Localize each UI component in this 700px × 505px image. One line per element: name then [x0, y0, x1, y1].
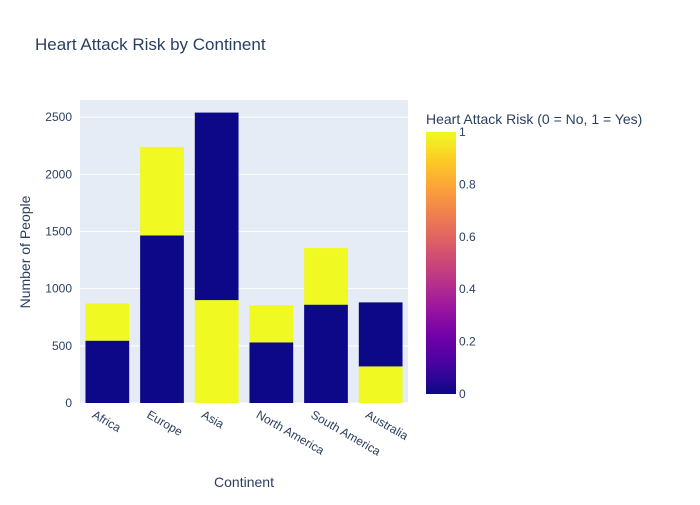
colorbar — [426, 132, 456, 394]
colorbar-tick-label: 0.8 — [459, 177, 476, 191]
y-tick-label: 2000 — [45, 167, 72, 181]
bars — [85, 112, 403, 403]
x-axis-label: Continent — [214, 474, 274, 490]
y-tick-label: 2500 — [45, 110, 72, 124]
y-axis-label: Number of People — [17, 195, 33, 308]
chart-title: Heart Attack Risk by Continent — [35, 35, 266, 54]
colorbar-tick-label: 0.4 — [459, 282, 476, 296]
colorbar-ticks: 0 0.2 0.4 0.6 0.8 1 — [459, 125, 476, 401]
bar-segment-risk-0 — [358, 302, 403, 367]
bar-segment-risk-1 — [304, 248, 348, 305]
plot-area — [80, 100, 408, 403]
y-tick-label: 1000 — [45, 282, 72, 296]
bar-segment-risk-0 — [140, 235, 184, 403]
bar-segment-risk-1 — [85, 303, 130, 341]
x-tick-label: Asia — [199, 407, 226, 431]
bar-segment-risk-1 — [140, 146, 184, 236]
colorbar-tick-label: 1 — [459, 125, 466, 139]
colorbar-title: Heart Attack Risk (0 = No, 1 = Yes) — [426, 111, 642, 127]
x-tick-label: Australia — [363, 407, 411, 443]
x-tick-label: Africa — [90, 407, 124, 435]
colorbar-tick-label: 0.6 — [459, 230, 476, 244]
y-axis-ticks: 0 500 1000 1500 2000 2500 — [45, 110, 72, 410]
bar-segment-risk-1 — [358, 366, 403, 403]
gridlines — [80, 116, 408, 404]
bar-segment-risk-0 — [249, 342, 294, 403]
x-tick-label: Europe — [145, 407, 186, 439]
bar-segment-risk-0 — [85, 340, 130, 403]
bar-segment-risk-1 — [194, 300, 239, 403]
y-tick-label: 500 — [52, 339, 72, 353]
bar-segment-risk-0 — [194, 112, 239, 301]
bar-segment-risk-1 — [249, 305, 294, 343]
y-tick-label: 1500 — [45, 224, 72, 238]
bar-segment-risk-0 — [304, 304, 348, 403]
y-tick-label: 0 — [65, 396, 72, 410]
colorbar-tick-label: 0.2 — [459, 335, 476, 349]
colorbar-tick-label: 0 — [459, 387, 466, 401]
